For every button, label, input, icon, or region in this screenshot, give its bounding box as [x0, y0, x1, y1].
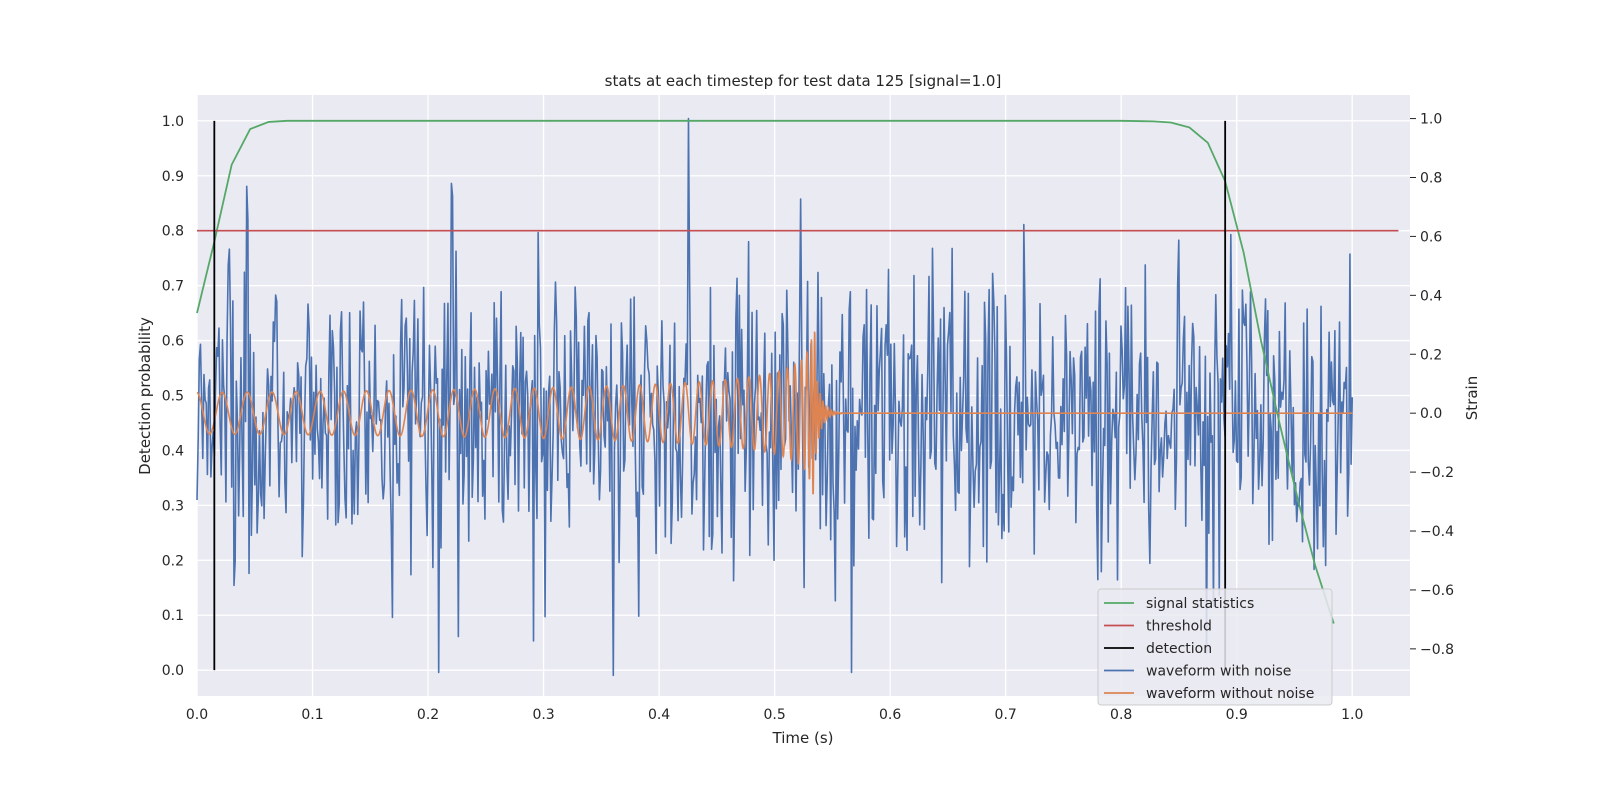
y-left-tick-0: 0.0: [162, 663, 184, 679]
legend-label-1: threshold: [1146, 619, 1212, 635]
y-left-tick-1: 0.1: [162, 608, 184, 624]
y-right-tick-2: −0.4: [1420, 524, 1454, 540]
y-right-tick-7: 0.6: [1420, 229, 1442, 245]
y-tick-labels-left: 0.0 0.1 0.2 0.3 0.4 0.5 0.6 0.7 0.8 0.9 1.0: [162, 114, 184, 679]
series-signal-statistics: [196, 119, 1335, 624]
y-right-tick-6: 0.4: [1420, 288, 1442, 304]
x-tick-10: 1.0: [1341, 707, 1363, 723]
x-tick-4: 0.4: [648, 707, 670, 723]
x-tick-3: 0.3: [532, 707, 554, 723]
legend: signal statistics threshold detection wavef…: [1097, 588, 1333, 706]
y-left-tick-8: 0.8: [162, 224, 184, 240]
y-left-tick-10: 1.0: [162, 114, 184, 130]
y-left-tick-4: 0.4: [162, 443, 184, 459]
series-group: [196, 117, 1399, 677]
x-tick-7: 0.7: [995, 707, 1017, 723]
y-left-tick-9: 0.9: [162, 169, 184, 185]
x-tick-1: 0.1: [301, 707, 323, 723]
x-axis-label: Time (s): [772, 729, 834, 747]
x-tick-6: 0.6: [879, 707, 901, 723]
y-left-tick-7: 0.7: [162, 279, 184, 295]
x-tick-5: 0.5: [763, 707, 785, 723]
chart-title: stats at each timestep for test data 125…: [605, 72, 1002, 90]
legend-label-0: signal statistics: [1146, 596, 1254, 612]
y-right-tick-0: −0.8: [1420, 642, 1454, 658]
y-left-tick-5: 0.5: [162, 389, 184, 405]
x-tick-0: 0.0: [186, 707, 208, 723]
y-right-tick-3: −0.2: [1420, 465, 1454, 481]
y-right-tick-9: 1.0: [1420, 112, 1442, 128]
legend-label-3: waveform with noise: [1146, 664, 1291, 680]
y-tick-labels-right: −0.8 −0.6 −0.4 −0.2 0.0 0.2 0.4 0.6 0.8 1.0: [1410, 112, 1454, 658]
y-right-tick-5: 0.2: [1420, 347, 1442, 363]
y-right-tick-1: −0.6: [1420, 583, 1454, 599]
y-left-tick-2: 0.2: [162, 553, 184, 569]
series-waveform-without-noise: [196, 331, 1353, 495]
x-tick-9: 0.9: [1226, 707, 1248, 723]
legend-box: [1097, 588, 1333, 706]
x-tick-labels: 0.0 0.1 0.2 0.3 0.4 0.5 0.6 0.7 0.8 0.9 1.0: [186, 707, 1364, 723]
y-axis-label-left: Detection probability: [136, 317, 154, 475]
legend-label-4: waveform without noise: [1146, 686, 1314, 702]
y-axis-label-right: Strain: [1463, 376, 1481, 420]
x-tick-8: 0.8: [1110, 707, 1132, 723]
y-left-tick-3: 0.3: [162, 498, 184, 514]
y-right-tick-8: 0.8: [1420, 170, 1442, 186]
y-right-tick-4: 0.0: [1420, 406, 1442, 422]
x-tick-2: 0.2: [417, 707, 439, 723]
legend-label-2: detection: [1146, 641, 1212, 657]
y-left-tick-6: 0.6: [162, 334, 184, 350]
